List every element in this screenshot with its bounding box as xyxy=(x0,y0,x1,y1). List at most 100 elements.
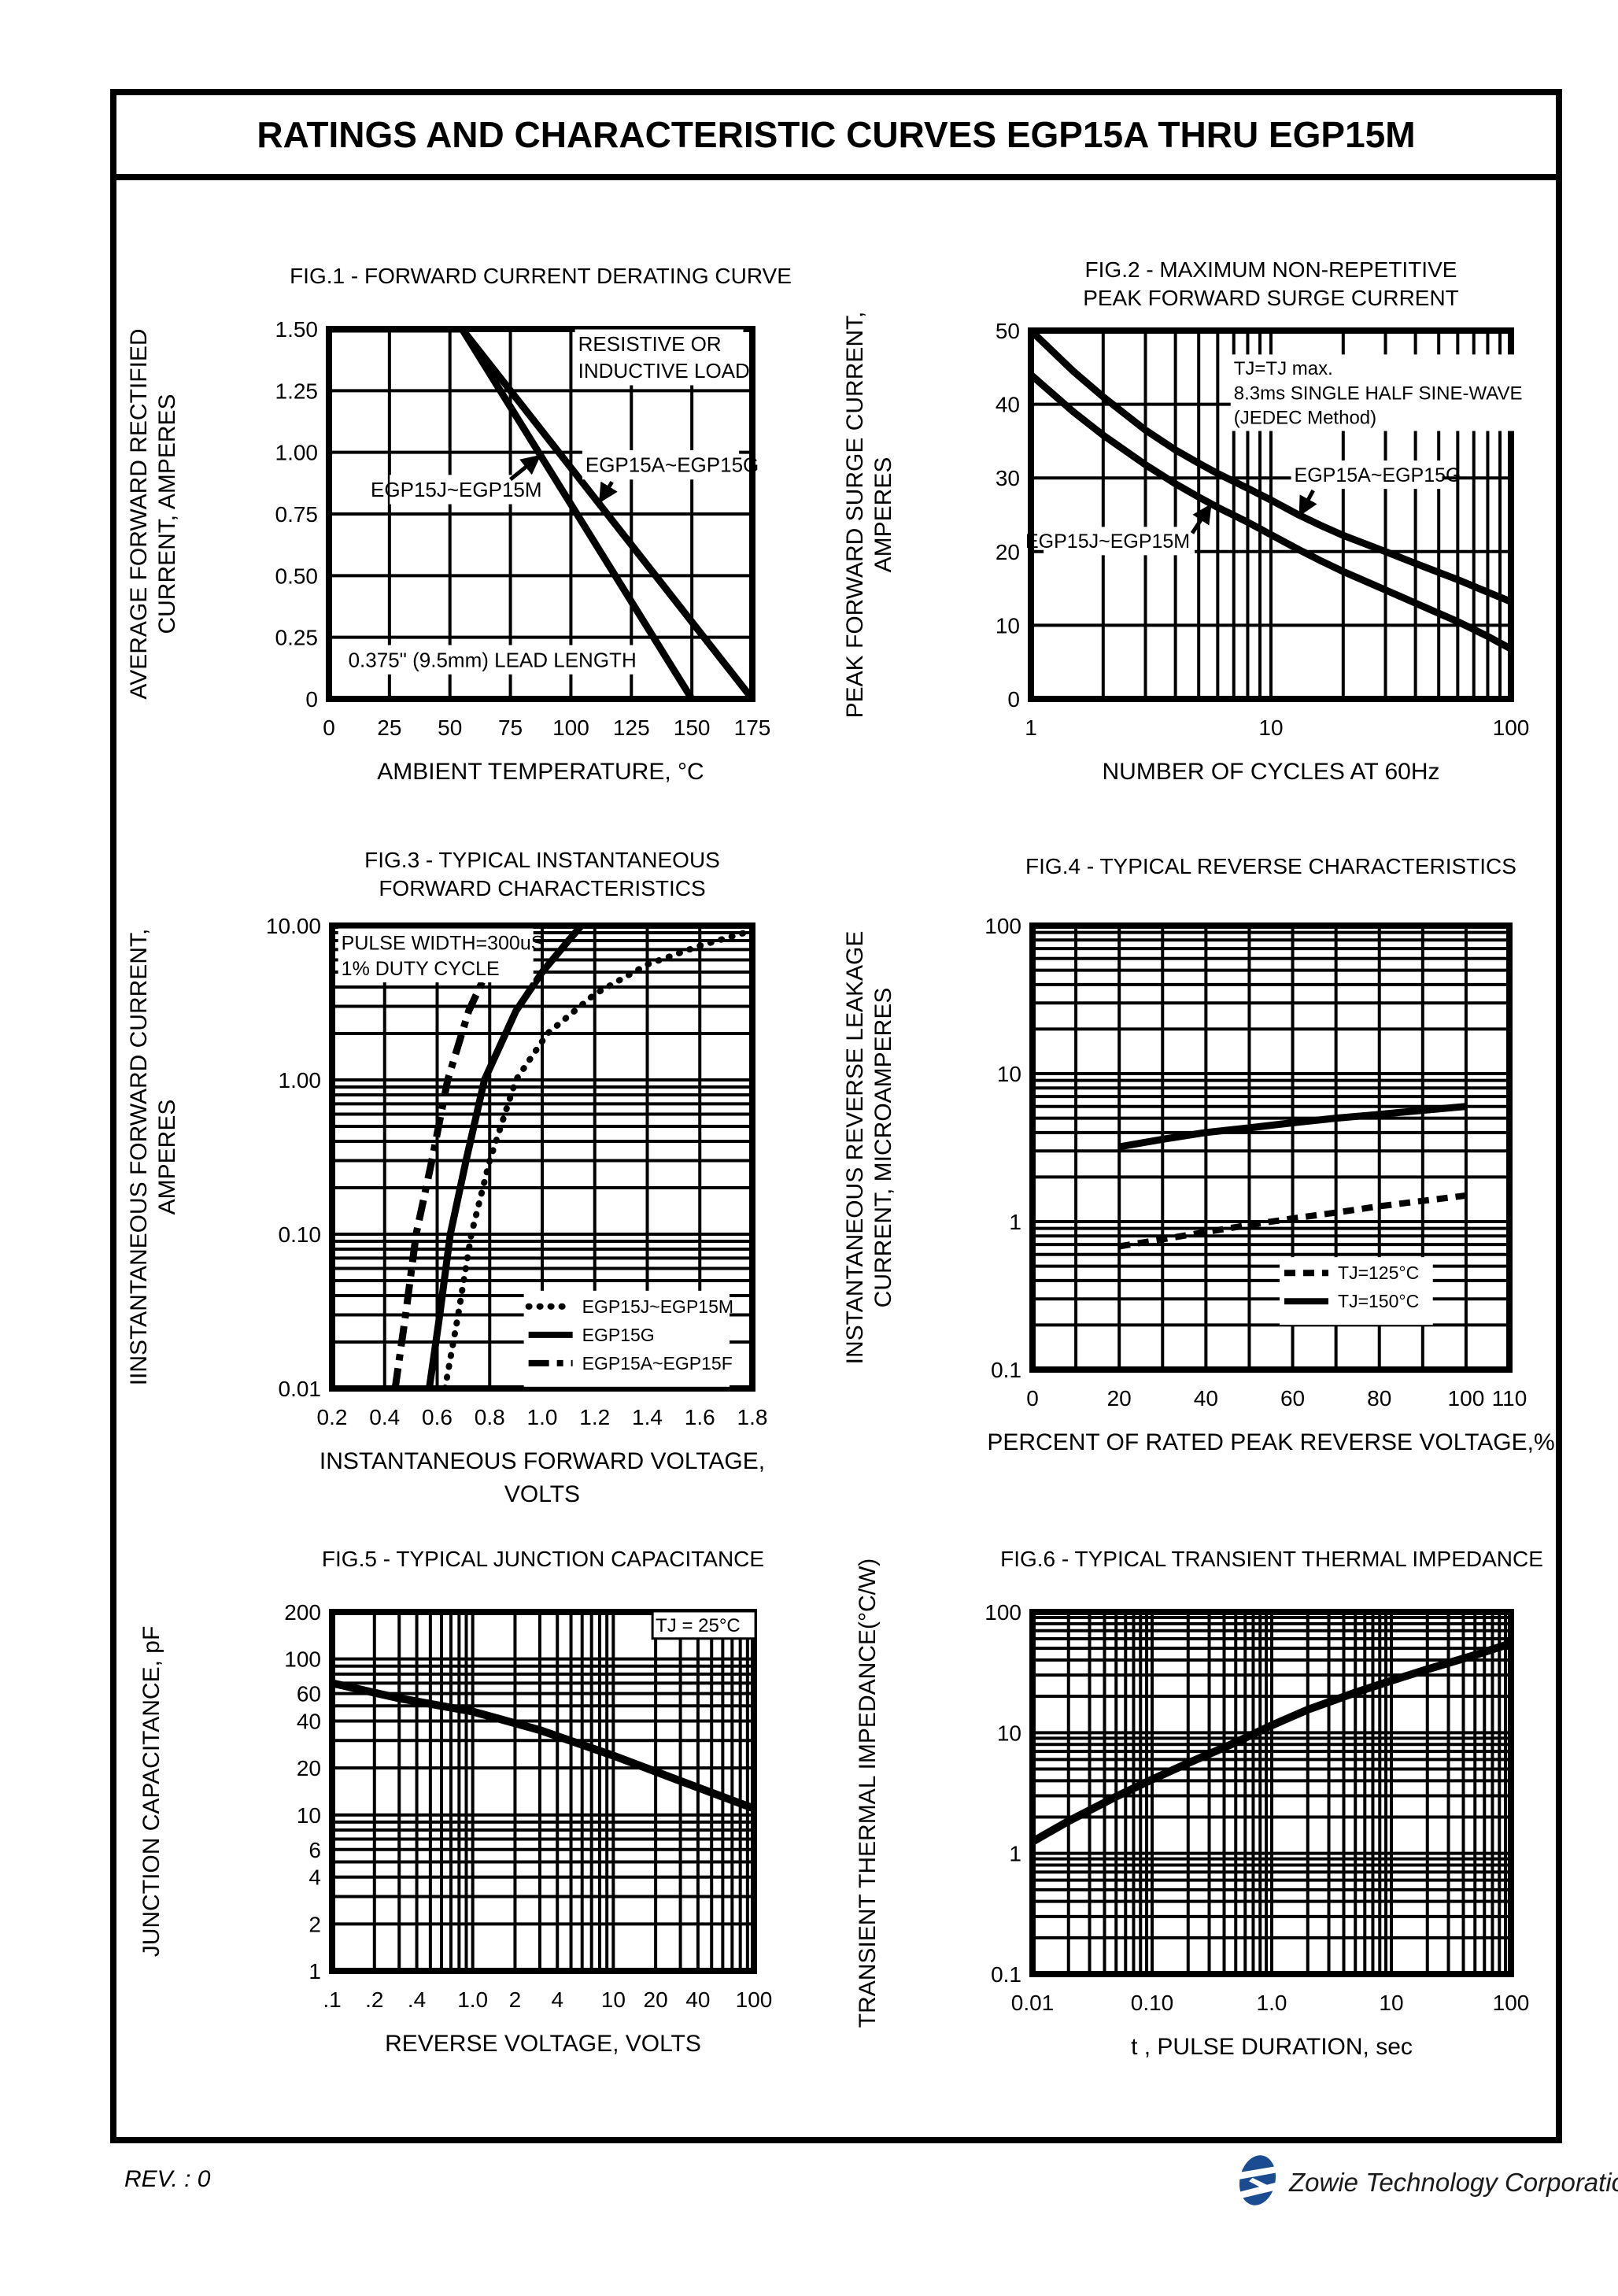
svg-text:10: 10 xyxy=(1258,715,1283,740)
svg-text:1.00: 1.00 xyxy=(279,1068,322,1093)
svg-text:10: 10 xyxy=(996,613,1020,638)
svg-text:0: 0 xyxy=(1026,1386,1039,1411)
svg-text:TJ=125°C: TJ=125°C xyxy=(1338,1263,1419,1283)
svg-text:PERCENT OF RATED PEAK REVERSE: PERCENT OF RATED PEAK REVERSE VOLTAGE,% xyxy=(987,1429,1554,1455)
svg-text:125: 125 xyxy=(613,715,650,740)
svg-text:100: 100 xyxy=(1448,1386,1485,1411)
svg-text:0: 0 xyxy=(1007,687,1020,712)
svg-text:REVERSE VOLTAGE, VOLTS: REVERSE VOLTAGE, VOLTS xyxy=(385,2031,701,2057)
svg-text:110: 110 xyxy=(1492,1386,1527,1411)
svg-text:FIG.3 - TYPICAL INSTANTANEOUS: FIG.3 - TYPICAL INSTANTANEOUS xyxy=(364,848,720,872)
svg-text:2: 2 xyxy=(308,1912,321,1936)
svg-text:0.2: 0.2 xyxy=(317,1405,348,1429)
svg-text:0.1: 0.1 xyxy=(991,1358,1021,1382)
svg-text:AMPERES: AMPERES xyxy=(154,1100,180,1215)
svg-text:TJ=TJ max.: TJ=TJ max. xyxy=(1234,358,1333,379)
svg-text:TJ=150°C: TJ=150°C xyxy=(1338,1291,1419,1311)
svg-text:4: 4 xyxy=(551,1987,563,2012)
svg-text:10.00: 10.00 xyxy=(266,914,321,938)
svg-text:1.0: 1.0 xyxy=(1257,1991,1287,2015)
svg-text:40: 40 xyxy=(297,1710,321,1734)
svg-text:EGP15A~EGP15G: EGP15A~EGP15G xyxy=(1295,464,1461,486)
svg-text:FIG.1 - FORWARD CURRENT DERATI: FIG.1 - FORWARD CURRENT DERATING CURVE xyxy=(290,264,792,288)
svg-text:100: 100 xyxy=(284,1647,321,1672)
svg-text:1.4: 1.4 xyxy=(632,1405,663,1429)
svg-text:0.50: 0.50 xyxy=(275,564,319,588)
svg-text:CURRENT, MICROAMPERES: CURRENT, MICROAMPERES xyxy=(870,988,896,1308)
svg-text:EGP15J~EGP15M: EGP15J~EGP15M xyxy=(371,478,542,501)
company-name: Zowie Technology Corporation xyxy=(1289,2167,1618,2197)
page-title-box: RATINGS AND CHARACTERISTIC CURVES EGP15A… xyxy=(110,89,1562,180)
svg-text:0.01: 0.01 xyxy=(279,1377,322,1401)
svg-text:200: 200 xyxy=(284,1600,321,1625)
svg-text:1: 1 xyxy=(308,1959,321,1984)
svg-text:100: 100 xyxy=(1493,1991,1530,2015)
svg-text:TJ = 25°C: TJ = 25°C xyxy=(656,1615,741,1636)
svg-text:.2: .2 xyxy=(365,1987,383,2012)
svg-text:RESISTIVE OR: RESISTIVE OR xyxy=(578,332,722,356)
svg-text:1: 1 xyxy=(1009,1210,1021,1234)
svg-text:75: 75 xyxy=(498,715,523,740)
svg-text:1.50: 1.50 xyxy=(275,317,319,342)
svg-text:100: 100 xyxy=(552,715,589,740)
svg-text:IINSTANTANEOUS FORWARD CURRENT: IINSTANTANEOUS FORWARD CURRENT, xyxy=(126,929,152,1386)
svg-text:TRANSIENT THERMAL IMPEDANCE(°C: TRANSIENT THERMAL IMPEDANCE(°C/W) xyxy=(855,1558,881,2028)
svg-text:80: 80 xyxy=(1367,1386,1391,1411)
svg-text:4: 4 xyxy=(308,1865,321,1890)
fig3-instantaneous-forward-characteristics-chart: FIG.3 - TYPICAL INSTANTANEOUS FORWARD CHA… xyxy=(118,844,795,1546)
svg-text:25: 25 xyxy=(377,715,401,740)
zowie-logo-icon xyxy=(1237,2152,1280,2213)
svg-text:1: 1 xyxy=(1025,715,1037,740)
svg-text:(JEDEC Method): (JEDEC Method) xyxy=(1234,408,1376,429)
svg-text:40: 40 xyxy=(1194,1386,1218,1411)
svg-text:1.8: 1.8 xyxy=(737,1405,768,1429)
svg-text:50: 50 xyxy=(438,715,462,740)
svg-text:10: 10 xyxy=(297,1803,321,1828)
svg-text:100: 100 xyxy=(984,914,1021,938)
svg-text:0.6: 0.6 xyxy=(422,1405,453,1429)
svg-text:40: 40 xyxy=(685,1987,710,2012)
svg-text:0: 0 xyxy=(305,687,318,712)
fig5-plot: FIG.5 - TYPICAL JUNCTION CAPACITANCE .1 .2… xyxy=(139,1547,773,2057)
svg-text:0.10: 0.10 xyxy=(279,1222,322,1247)
svg-text:0.10: 0.10 xyxy=(1131,1991,1174,2015)
svg-text:2: 2 xyxy=(509,1987,522,2012)
svg-text:0: 0 xyxy=(323,715,335,740)
fig1-forward-current-derating-chart: FIG.1 - FORWARD CURRENT DERATING CURVE 0 2… xyxy=(118,253,795,798)
svg-text:175: 175 xyxy=(734,715,771,740)
svg-text:1.0: 1.0 xyxy=(457,1987,488,2012)
svg-text:20: 20 xyxy=(1107,1386,1132,1411)
svg-text:FIG.4 - TYPICAL REVERSE CHARAC: FIG.4 - TYPICAL REVERSE CHARACTERISTICS xyxy=(1025,854,1516,878)
fig4-typical-reverse-characteristics-chart: FIG.4 - TYPICAL REVERSE CHARACTERISTICS 0… xyxy=(834,844,1558,1546)
svg-text:50: 50 xyxy=(996,319,1020,343)
svg-text:30: 30 xyxy=(996,466,1020,490)
page-title: RATINGS AND CHARACTERISTIC CURVES EGP15A… xyxy=(257,114,1416,155)
svg-text:0.375" (9.5mm) LEAD LENGTH: 0.375" (9.5mm) LEAD LENGTH xyxy=(349,648,637,671)
svg-text:0.8: 0.8 xyxy=(475,1405,505,1429)
svg-text:0.75: 0.75 xyxy=(275,502,319,527)
svg-text:100: 100 xyxy=(736,1987,773,2012)
svg-text:1: 1 xyxy=(1009,1842,1021,1866)
svg-text:PULSE WIDTH=300uS: PULSE WIDTH=300uS xyxy=(342,932,545,954)
svg-text:PEAK FORWARD SURGE CURRENT: PEAK FORWARD SURGE CURRENT xyxy=(1083,286,1459,310)
footer-brand: Zowie Technology Corporation xyxy=(1237,2152,1618,2213)
svg-text:EGP15J~EGP15M: EGP15J~EGP15M xyxy=(1025,531,1190,553)
svg-text:EGP15A~EGP15F: EGP15A~EGP15F xyxy=(582,1353,733,1374)
svg-text:20: 20 xyxy=(297,1756,321,1780)
svg-text:0.01: 0.01 xyxy=(1011,1991,1055,2015)
svg-text:1.25: 1.25 xyxy=(275,379,319,403)
svg-text:AVERAGE FORWARD RECTIFIED: AVERAGE FORWARD RECTIFIED xyxy=(126,328,152,699)
svg-text:0.4: 0.4 xyxy=(369,1405,400,1429)
svg-text:AMPERES: AMPERES xyxy=(870,457,896,573)
svg-text:150: 150 xyxy=(674,715,711,740)
svg-text:VOLTS: VOLTS xyxy=(504,1481,580,1507)
svg-text:1.2: 1.2 xyxy=(579,1405,610,1429)
svg-text:1.6: 1.6 xyxy=(685,1405,715,1429)
svg-text:20: 20 xyxy=(996,540,1020,564)
fig2-peak-forward-surge-current-chart: FIG.2 - MAXIMUM NON-REPETITIVE PEAK FORWA… xyxy=(834,253,1558,798)
revision-label: REV. : 0 xyxy=(124,2166,211,2192)
svg-text:100: 100 xyxy=(1493,715,1530,740)
svg-text:8.3ms SINGLE HALF SINE-WAVE: 8.3ms SINGLE HALF SINE-WAVE xyxy=(1234,383,1523,404)
fig5-typical-junction-capacitance-chart: FIG.5 - TYPICAL JUNCTION CAPACITANCE .1 .2… xyxy=(118,1536,795,2144)
